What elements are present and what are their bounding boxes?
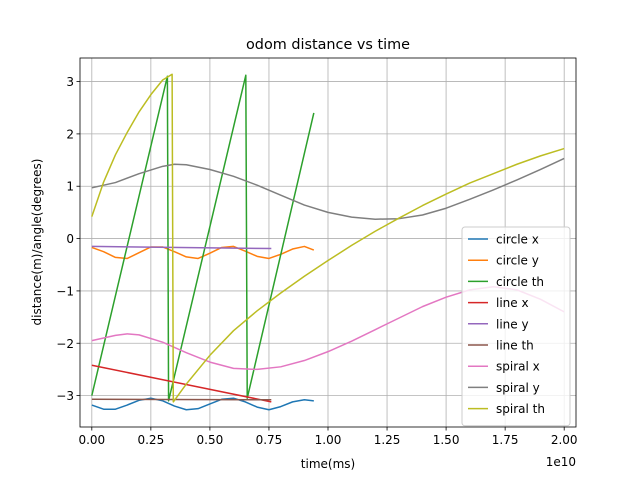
series-line-spiral-y [91, 157, 565, 220]
y-tick-label: −1 [56, 284, 74, 298]
x-tick-label: 0.75 [256, 433, 283, 447]
legend-entry-label: circle x [496, 233, 539, 247]
series-line-circle-x [91, 397, 314, 411]
legend-entry-label: circle th [496, 275, 544, 289]
x-axis-label: time(ms) [301, 457, 355, 471]
series-line-line-x [91, 364, 272, 403]
legend-entry-label: spiral x [496, 360, 540, 374]
legend-entry-label: line x [496, 296, 529, 310]
x-tick-label: 1.50 [433, 433, 460, 447]
y-tick-label: 3 [66, 75, 74, 89]
y-tick-label: −3 [56, 389, 74, 403]
legend-entry-label: spiral th [496, 402, 545, 416]
series-line-line-th [91, 398, 272, 401]
y-tick-label: 0 [66, 232, 74, 246]
x-axis: 0.00 0.25 0.50 0.75 1.00 1.25 1.50 1.75 2.00 [78, 427, 578, 447]
y-tick-label: −2 [56, 337, 74, 351]
legend-entry-label: circle y [496, 254, 539, 268]
x-tick-label: 1.75 [492, 433, 519, 447]
x-tick-label: 0.00 [78, 433, 105, 447]
legend-box [461, 226, 571, 427]
legend-entry-label: spiral y [496, 381, 540, 395]
series-layer [91, 73, 565, 411]
series-line-spiral-th [91, 73, 565, 403]
legend: circle x circle y circle th line x line y lin… [461, 226, 571, 427]
x-tick-label: 1.25 [374, 433, 401, 447]
y-axis-label: distance(m)/angle(degrees) [30, 159, 44, 326]
series-line-line-y [91, 245, 272, 250]
x-tick-label: 1.00 [315, 433, 342, 447]
chart-title: odom distance vs time [246, 37, 410, 53]
x-tick-label: 2.00 [551, 433, 578, 447]
series-line-circle-y [91, 245, 315, 260]
y-tick-label: 1 [66, 180, 74, 194]
series-line-circle-th [91, 74, 315, 402]
legend-entry-label: line th [496, 339, 534, 353]
y-tick-label: 2 [66, 127, 74, 141]
y-axis: −3 −2 −1 0 1 2 3 [56, 75, 80, 403]
x-tick-label: 0.25 [137, 433, 164, 447]
x-offset-label: 1e10 [546, 455, 576, 469]
legend-entry-label: line y [496, 317, 529, 331]
x-tick-label: 0.50 [197, 433, 224, 447]
